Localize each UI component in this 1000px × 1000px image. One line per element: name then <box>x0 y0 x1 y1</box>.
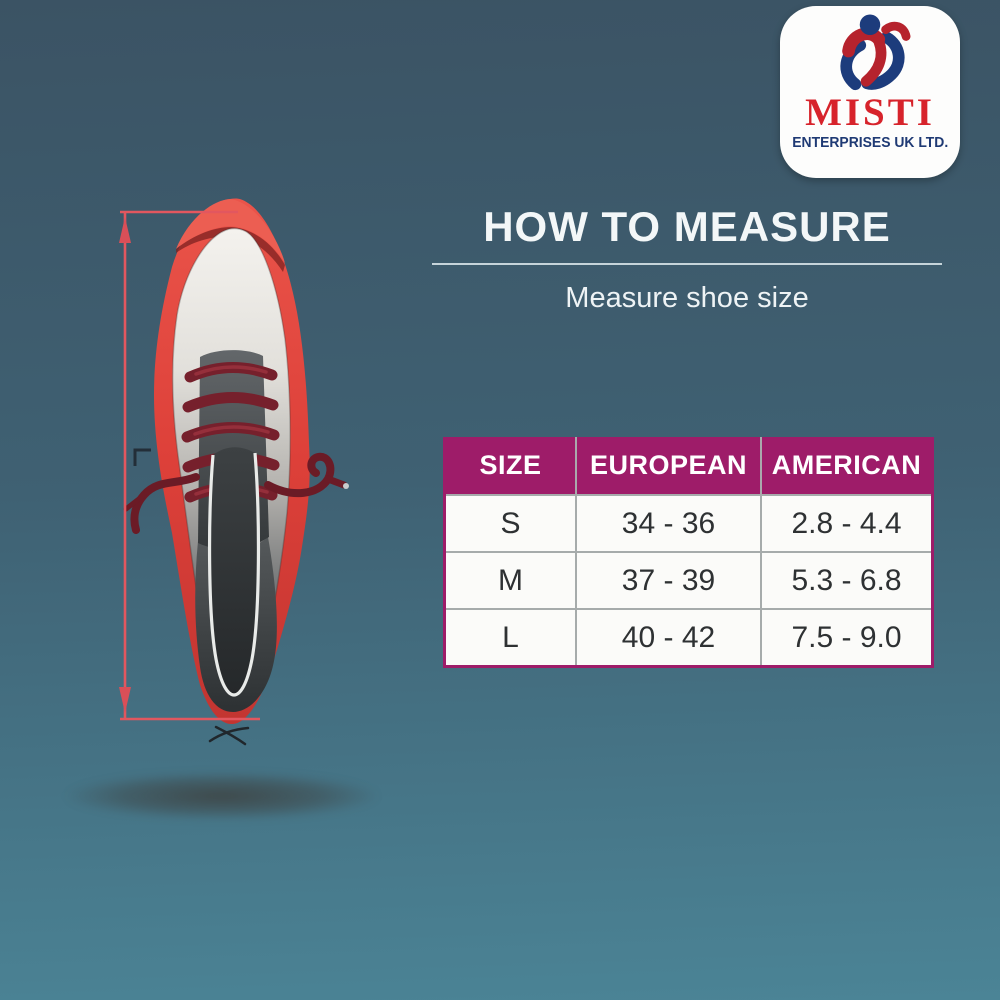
shoe-illustration <box>78 185 408 755</box>
shoe-drop-shadow <box>66 772 378 820</box>
column-header-european: EUROPEAN <box>577 437 762 494</box>
table-cell-size-m: M <box>446 551 577 608</box>
title-divider <box>432 263 942 265</box>
shoe-heel-piping <box>207 452 261 697</box>
heel-lace-mark <box>208 725 250 746</box>
shoe-top-view-icon <box>119 198 349 746</box>
column-header-size: SIZE <box>446 437 577 494</box>
length-measurement-arrow <box>119 210 260 721</box>
two-figures-logo-icon <box>840 14 911 91</box>
shoe-heel-opening <box>209 447 259 695</box>
logo-subtitle-text: ENTERPRISES UK LTD. <box>792 135 948 151</box>
table-cell-european-s: 34 - 36 <box>577 494 762 551</box>
column-header-american: AMERICAN <box>762 437 931 494</box>
page-subtitle: Measure shoe size <box>565 282 809 314</box>
page-title: HOW TO MEASURE <box>483 203 891 250</box>
logo-card: MISTI ENTERPRISES UK LTD. <box>780 6 960 178</box>
table-cell-european-l: 40 - 42 <box>577 608 762 665</box>
table-cell-american-m: 5.3 - 6.8 <box>762 551 931 608</box>
table-cell-american-s: 2.8 - 4.4 <box>762 494 931 551</box>
table-cell-european-m: 37 - 39 <box>577 551 762 608</box>
size-chart-table: SIZE EUROPEAN AMERICAN S 34 - 36 2.8 - 4… <box>443 437 934 668</box>
logo-brand-text: MISTI <box>805 91 935 134</box>
corner-tick-mark <box>133 448 151 466</box>
heading-block: HOW TO MEASURE Measure shoe size <box>432 203 942 315</box>
table-cell-american-l: 7.5 - 9.0 <box>762 608 931 665</box>
shoe-lace-ends <box>123 452 349 534</box>
table-cell-size-s: S <box>446 494 577 551</box>
table-cell-size-l: L <box>446 608 577 665</box>
